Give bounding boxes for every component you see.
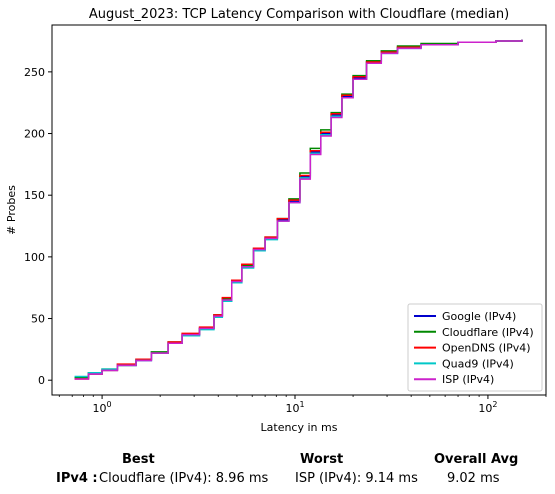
y-tick-label: 200 [24,128,45,141]
legend: Google (IPv4) Cloudflare (IPv4) OpenDNS (I… [407,303,543,392]
avg-value: 9.02 ms [447,471,500,486]
chart-title: August_2023: TCP Latency Comparison with… [89,7,509,22]
series-line-isp-ipv4 [74,39,523,380]
legend-label: Quad9 (IPv4) [442,357,514,370]
y-tick-label: 150 [24,189,45,202]
y-tick-label: 50 [31,313,45,326]
ipv4-row-label: IPv4 : [56,471,98,486]
best-value: Cloudflare (IPv4): 8.96 ms [99,471,269,486]
legend-label: ISP (IPv4) [442,373,494,386]
avg-header: Overall Avg [434,452,519,467]
y-axis: 0 50 100 150 200 250 [24,66,52,387]
legend-label: Cloudflare (IPv4) [442,326,534,339]
legend-box [407,303,543,392]
x-axis: 100 101 102 [58,395,547,415]
x-tick-label: 100 [93,400,112,415]
series-lines [74,39,523,380]
worst-header: Worst [300,452,344,467]
legend-label: Google (IPv4) [442,310,516,323]
y-tick-label: 250 [24,66,45,79]
y-axis-label: # Probes [5,185,18,235]
y-tick-label: 0 [38,374,45,387]
x-tick-label: 102 [478,400,497,415]
best-header: Best [122,452,155,467]
x-tick-label: 101 [285,400,304,415]
summary-table: Best Worst Overall Avg IPv4 : Cloudflare… [0,448,555,494]
y-tick-label: 100 [24,251,45,264]
worst-value: ISP (IPv4): 9.14 ms [295,471,418,486]
x-axis-label: Latency in ms [261,421,338,434]
legend-label: OpenDNS (IPv4) [442,342,531,355]
latency-chart: August_2023: TCP Latency Comparison with… [5,7,547,434]
